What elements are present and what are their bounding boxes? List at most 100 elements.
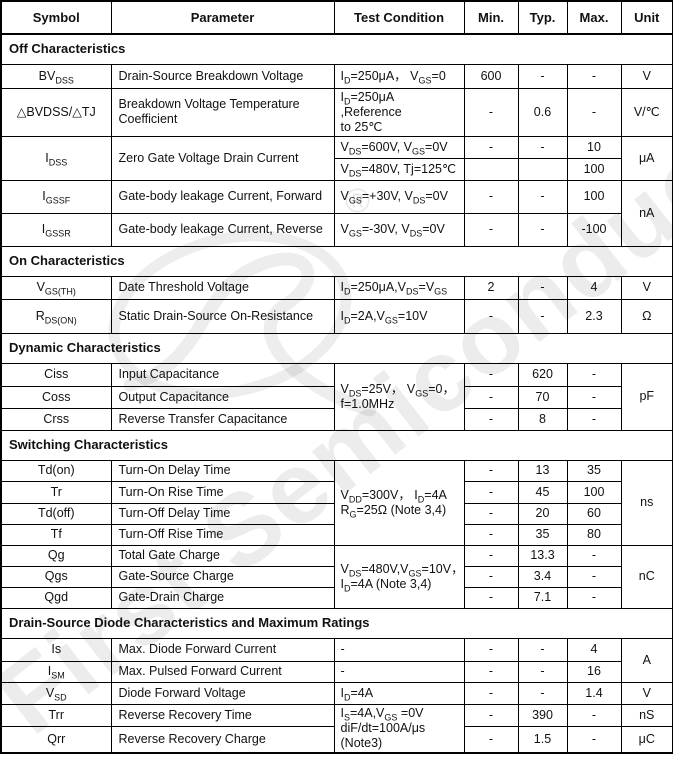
row-tf: Tf Turn-Off Rise Time - 35 80	[0, 523, 673, 546]
cell-parameter: Total Gate Charge	[110, 544, 335, 567]
cell-symbol: BVDSS	[0, 63, 112, 89]
cell-max: 100	[566, 157, 622, 181]
cell-max: 1.4	[566, 681, 622, 705]
cell-test-condition: ID=250μA， VGS=0	[333, 63, 465, 89]
cell-unit: ns	[620, 459, 673, 546]
cell-typ: -	[517, 63, 568, 89]
cell-parameter: Gate-body leakage Current, Forward	[110, 179, 335, 214]
cell-test-condition: VDD=300V， ID=4A RG=25Ω (Note 3,4)	[333, 459, 465, 546]
cell-max: 4	[566, 637, 622, 662]
col-header-min: Min.	[463, 0, 519, 35]
cell-typ: -	[517, 637, 568, 662]
cell-typ: -	[517, 660, 568, 683]
cell-symbol: IGSSF	[0, 179, 112, 214]
cell-max: 100	[566, 179, 622, 214]
cell-symbol: Tr	[0, 480, 112, 504]
cell-parameter: Reverse Transfer Capacitance	[110, 407, 335, 431]
cell-parameter: Turn-On Rise Time	[110, 480, 335, 504]
col-header-max: Max.	[566, 0, 622, 35]
cell-min: -	[463, 523, 519, 546]
cell-symbol: Tf	[0, 523, 112, 546]
cell-symbol: Trr	[0, 703, 112, 728]
cell-typ: 20	[517, 502, 568, 525]
cell-parameter: Date Threshold Voltage	[110, 275, 335, 300]
cell-test-condition: -	[333, 660, 465, 683]
row-bvdss-tj: △BVDSS/△TJ Breakdown Voltage Temperature…	[0, 87, 673, 137]
cell-symbol: Coss	[0, 385, 112, 409]
section-title: On Characteristics	[0, 245, 673, 277]
section-title: Switching Characteristics	[0, 429, 673, 461]
cell-symbol: Qgs	[0, 565, 112, 588]
cell-max: 60	[566, 502, 622, 525]
cell-max: -	[566, 385, 622, 409]
row-bvdss: BVDSS Drain-Source Breakdown Voltage ID=…	[0, 63, 673, 89]
cell-typ: 45	[517, 480, 568, 504]
cell-max: 16	[566, 660, 622, 683]
cell-symbol: Td(on)	[0, 459, 112, 482]
cell-min: -	[463, 298, 519, 334]
cell-symbol: Qg	[0, 544, 112, 567]
cell-unit: nS	[620, 703, 673, 728]
row-vgsth: VGS(TH) Date Threshold Voltage ID=250μA,…	[0, 275, 673, 300]
section-diode-characteristics: Drain-Source Diode Characteristics and M…	[0, 607, 673, 639]
cell-symbol: VGS(TH)	[0, 275, 112, 300]
cell-parameter: Gate-Drain Charge	[110, 586, 335, 609]
cell-max: -100	[566, 212, 622, 247]
cell-typ: 620	[517, 362, 568, 387]
row-qg: Qg Total Gate Charge VDS=480V,VGS=10V， ID…	[0, 544, 673, 609]
cell-max: -	[566, 544, 622, 567]
cell-symbol: Crss	[0, 407, 112, 431]
cell-typ: 3.4	[517, 565, 568, 588]
cell-unit: nA	[620, 179, 673, 247]
row-ciss: Ciss Input Capacitance VDS=25V， VGS=0， f=…	[0, 362, 673, 431]
cell-min: -	[463, 362, 519, 387]
col-header-symbol: Symbol	[0, 0, 112, 35]
row-idss-1: IDSS Zero Gate Voltage Drain Current VDS…	[0, 135, 673, 181]
cell-symbol: Td(off)	[0, 502, 112, 525]
row-igssf: IGSSF Gate-body leakage Current, Forward…	[0, 179, 673, 247]
cell-parameter: Turn-Off Rise Time	[110, 523, 335, 546]
cell-max: -	[566, 63, 622, 89]
cell-symbol: Qrr	[0, 726, 112, 753]
cell-typ: 35	[517, 523, 568, 546]
cell-symbol: IGSSR	[0, 212, 112, 247]
cell-max: 2.3	[566, 298, 622, 334]
cell-symbol: Qgd	[0, 586, 112, 609]
col-header-unit: Unit	[620, 0, 673, 35]
cell-typ: -	[517, 298, 568, 334]
cell-symbol: Ciss	[0, 362, 112, 387]
cell-test-condition: VDS=480V,VGS=10V， ID=4A (Note 3,4)	[333, 544, 465, 609]
cell-typ: 13	[517, 459, 568, 482]
cell-parameter: Static Drain-Source On-Resistance	[110, 298, 335, 334]
row-igssr: IGSSR Gate-body leakage Current, Reverse…	[0, 212, 673, 247]
cell-typ: -	[517, 179, 568, 214]
col-header-test-condition: Test Condition	[333, 0, 465, 35]
row-crss: Crss Reverse Transfer Capacitance - 8 -	[0, 407, 673, 431]
cell-max: -	[566, 565, 622, 588]
cell-min: -	[463, 502, 519, 525]
section-dynamic-characteristics: Dynamic Characteristics	[0, 332, 673, 364]
cell-typ: 70	[517, 385, 568, 409]
cell-max: -	[566, 726, 622, 753]
cell-unit: V	[620, 275, 673, 300]
cell-parameter: Gate-Source Charge	[110, 565, 335, 588]
cell-min: -	[463, 544, 519, 567]
cell-symbol: △BVDSS/△TJ	[0, 87, 112, 137]
row-tdon: Td(on) Turn-On Delay Time VDD=300V， ID=4…	[0, 459, 673, 546]
section-title: Drain-Source Diode Characteristics and M…	[0, 607, 673, 639]
cell-test-condition: ID=4A	[333, 681, 465, 705]
cell-parameter: Reverse Recovery Charge	[110, 726, 335, 753]
section-switching-characteristics: Switching Characteristics	[0, 429, 673, 461]
cell-typ	[517, 157, 568, 181]
cell-unit: pF	[620, 362, 673, 431]
cell-typ: 390	[517, 703, 568, 728]
cell-min: -	[463, 726, 519, 753]
cell-min: -	[463, 407, 519, 431]
cell-max: 100	[566, 480, 622, 504]
cell-unit: A	[620, 637, 673, 683]
cell-max: -	[566, 586, 622, 609]
cell-parameter: Breakdown Voltage Temperature Coefficien…	[110, 87, 335, 137]
cell-min: -	[463, 703, 519, 728]
section-on-characteristics: On Characteristics	[0, 245, 673, 277]
row-qgs: Qgs Gate-Source Charge - 3.4 -	[0, 565, 673, 588]
